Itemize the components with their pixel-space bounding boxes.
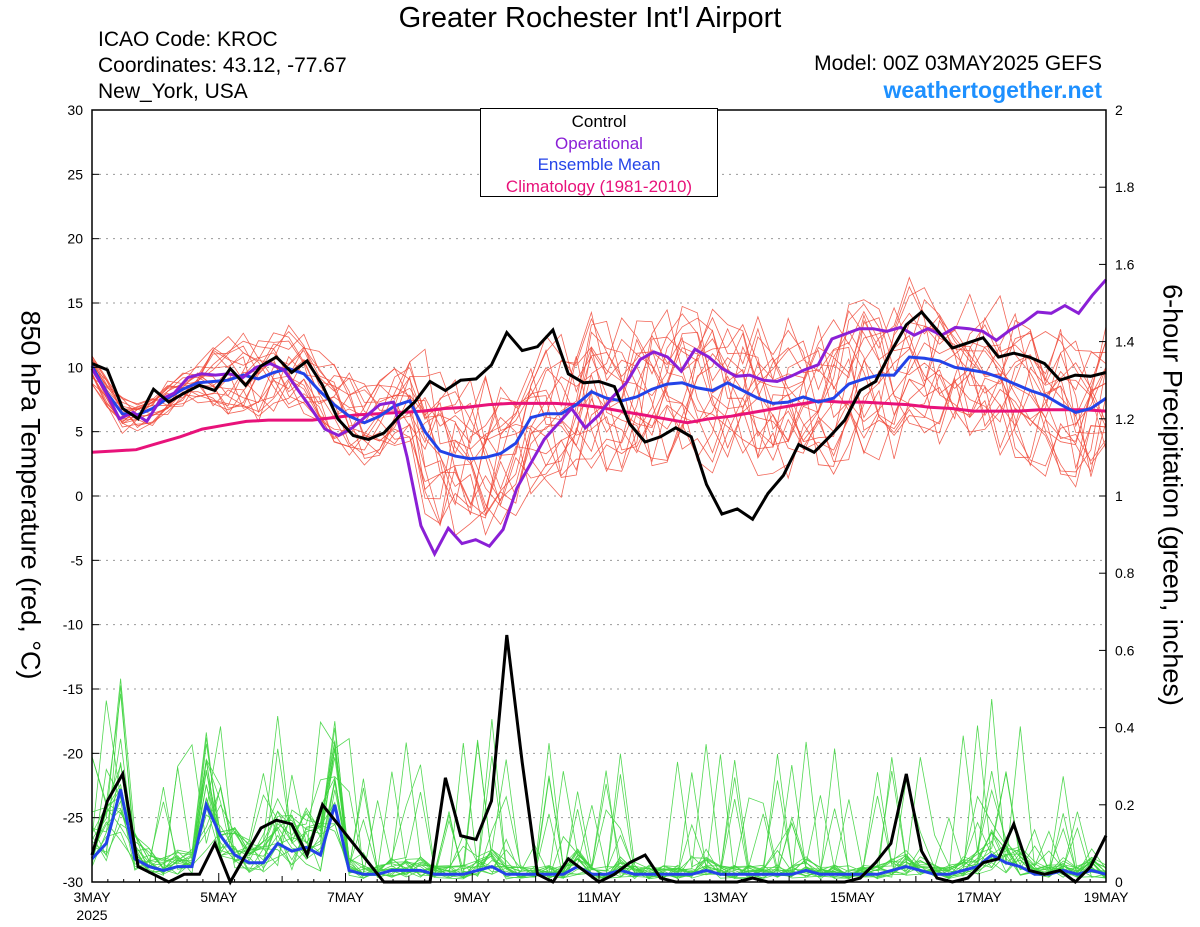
control-temperature-line (91, 309, 1107, 522)
coordinates: Coordinates: 43.12, -77.67 (98, 54, 347, 77)
x-tick-label: 13MAY (703, 889, 749, 905)
precipitation-member-line (91, 720, 1107, 879)
y2-tick-label: 1.6 (1115, 256, 1135, 272)
temperature-member-line (91, 298, 1107, 526)
y2-tick-label: 0.2 (1115, 797, 1135, 813)
y-tick-label: 30 (67, 102, 83, 118)
x-tick-label: 5MAY (200, 889, 238, 905)
x-tick-label: 15MAY (830, 889, 876, 905)
y-tick-label: -20 (63, 745, 83, 761)
temperature-member-line (91, 313, 1107, 527)
legend-climatology: Climatology (1981-2010) (505, 176, 693, 196)
temperature-member-line (91, 320, 1107, 512)
precipitation-member-line (91, 743, 1107, 880)
temperature-member-line (91, 285, 1107, 519)
temperature-member-line (91, 299, 1107, 525)
x-tick-label: 19MAY (1084, 889, 1130, 905)
legend-control: Control (571, 112, 627, 131)
main-series (90, 278, 1108, 886)
temperature-member-line (91, 306, 1107, 537)
x-year-label: 2025 (76, 907, 107, 923)
y2-tick-label: 0.4 (1115, 720, 1135, 736)
precipitation-member-line (91, 715, 1107, 880)
legend-ensemble-mean: Ensemble Mean (537, 155, 661, 174)
y2-tick-label: 1.2 (1115, 411, 1135, 427)
y2-tick-label: 2 (1115, 102, 1123, 118)
site-link[interactable]: weathertogether.net (883, 77, 1102, 103)
y-tick-label: -15 (63, 681, 83, 697)
x-tick-label: 7MAY (327, 889, 365, 905)
y2-tick-label: 0.8 (1115, 565, 1135, 581)
x-tick-label: 3MAY (73, 889, 111, 905)
temperature-member-line (91, 293, 1107, 491)
temperature-member-line (91, 287, 1107, 516)
temperature-member-line (91, 308, 1107, 483)
y-axis-label-precipitation: 6-hour Precipitation (green, inches) (1157, 284, 1188, 706)
x-tick-label: 9MAY (454, 889, 492, 905)
y-axis-label-temperature: 850 hPa Temperature (red, °C) (15, 310, 46, 680)
y-tick-label: -30 (63, 874, 83, 890)
temperature-member-line (91, 309, 1107, 500)
y2-tick-label: 1.8 (1115, 179, 1135, 195)
x-tick-label: 11MAY (577, 889, 621, 905)
y2-tick-label: 0.6 (1115, 642, 1135, 658)
grid-lines (92, 173, 1106, 819)
y2-tick-label: 1.4 (1115, 334, 1135, 350)
y-tick-label: 25 (67, 166, 83, 182)
legend: Control Operational Ensemble Mean Climat… (480, 108, 718, 197)
y-tick-label: -5 (71, 552, 84, 568)
ensemble-mean-precipitation-line (90, 789, 1107, 876)
icao-code: ICAO Code: KROC (98, 28, 278, 51)
legend-operational: Operational (555, 133, 643, 153)
model-run: Model: 00Z 03MAY2025 GEFS (814, 52, 1102, 75)
y-tick-label: 10 (67, 359, 83, 375)
control-precipitation-line (90, 634, 1108, 886)
y-tick-label: -25 (63, 810, 83, 826)
precipitation-member-line (91, 725, 1107, 878)
y2-tick-label: 0 (1115, 874, 1123, 890)
location: New_York, USA (98, 80, 248, 103)
y-tick-label: 0 (75, 488, 83, 504)
y2-tick-label: 1 (1115, 488, 1123, 504)
climatology-line (91, 399, 1107, 454)
temperature-member-line (91, 316, 1107, 517)
x-tick-label: 17MAY (957, 889, 1003, 905)
y-tick-label: -10 (63, 617, 83, 633)
chart-title: Greater Rochester Int'l Airport (398, 2, 782, 34)
y-tick-label: 20 (67, 231, 83, 247)
ensemble-mean-temperature-line (90, 355, 1107, 461)
y-tick-label: 15 (67, 295, 83, 311)
y-tick-label: 5 (75, 424, 83, 440)
